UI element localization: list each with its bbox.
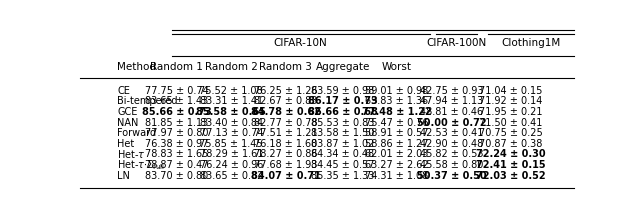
Text: 70.75 ± 0.25: 70.75 ± 0.25 xyxy=(479,128,543,138)
Text: 76.38 ± 0.97: 76.38 ± 0.97 xyxy=(145,139,209,149)
Text: CE: CE xyxy=(117,86,130,96)
Text: 78.27 ± 0.86: 78.27 ± 0.86 xyxy=(254,149,317,159)
Text: Het: Het xyxy=(117,139,134,149)
Text: 75.52 ± 1.08: 75.52 ± 1.08 xyxy=(200,86,263,96)
Text: Bi-tempered: Bi-tempered xyxy=(117,96,178,106)
Text: 71.95 ± 0.21: 71.95 ± 0.21 xyxy=(479,107,542,117)
Text: 77.51 ± 1.21: 77.51 ± 1.21 xyxy=(254,128,317,138)
Text: Aggregate: Aggregate xyxy=(316,63,370,73)
Text: 75.85 ± 1.45: 75.85 ± 1.45 xyxy=(200,139,263,149)
Text: 71.92 ± 0.14: 71.92 ± 0.14 xyxy=(479,96,542,106)
Text: 85.58 ± 0.65: 85.58 ± 0.65 xyxy=(196,107,266,117)
Text: 85.35 ± 1.33: 85.35 ± 1.33 xyxy=(311,171,374,181)
Text: 42.53 ± 0.41: 42.53 ± 0.41 xyxy=(420,128,484,138)
Text: 76.18 ± 1.60: 76.18 ± 1.60 xyxy=(254,139,317,149)
Text: 85.53 ± 0.83: 85.53 ± 0.83 xyxy=(311,118,374,128)
Text: Random 2: Random 2 xyxy=(205,63,258,73)
Text: 83.87 ± 1.02: 83.87 ± 1.02 xyxy=(311,139,374,149)
Text: 72.41 ± 0.15: 72.41 ± 0.15 xyxy=(476,160,545,170)
Text: 69.83 ± 1.36: 69.83 ± 1.36 xyxy=(365,96,428,106)
Text: 77.97 ± 0.80: 77.97 ± 0.80 xyxy=(145,128,209,138)
Text: 42.90 ± 0.48: 42.90 ± 0.48 xyxy=(420,139,484,149)
Text: 83.31 ± 1.41: 83.31 ± 1.41 xyxy=(200,96,263,106)
Text: GCE: GCE xyxy=(117,107,138,117)
Text: 74.31 ± 1.08: 74.31 ± 1.08 xyxy=(365,171,428,181)
Text: 50.00 ± 0.72: 50.00 ± 0.72 xyxy=(417,118,487,128)
Text: Random 1: Random 1 xyxy=(150,63,203,73)
Text: 77.68 ± 1.93: 77.68 ± 1.93 xyxy=(254,160,317,170)
Text: 83.65 ± 1.43: 83.65 ± 1.43 xyxy=(145,96,209,106)
Text: LN: LN xyxy=(117,171,130,181)
Text: 63.27 ± 2.62: 63.27 ± 2.62 xyxy=(365,160,428,170)
Text: 48.81 ± 0.46: 48.81 ± 0.46 xyxy=(420,107,484,117)
Text: 62.01 ± 2.03: 62.01 ± 2.03 xyxy=(365,149,428,159)
Text: Het-$\tau$: Het-$\tau$ xyxy=(117,148,146,160)
Text: 84.34 ± 0.48: 84.34 ± 0.48 xyxy=(311,149,374,159)
Text: CIFAR-10N: CIFAR-10N xyxy=(274,38,328,48)
Text: 50.37 ± 0.50: 50.37 ± 0.50 xyxy=(417,171,487,181)
Text: 84.07 ± 0.71: 84.07 ± 0.71 xyxy=(251,171,321,181)
Text: 84.45 ± 0.57: 84.45 ± 0.57 xyxy=(311,160,374,170)
Text: 58.91 ± 0.57: 58.91 ± 0.57 xyxy=(365,128,428,138)
Text: Method: Method xyxy=(117,63,156,73)
Text: 45.58 ± 0.80: 45.58 ± 0.80 xyxy=(420,160,484,170)
Text: 76.24 ± 0.96: 76.24 ± 0.96 xyxy=(200,160,263,170)
Text: 82.77 ± 0.78: 82.77 ± 0.78 xyxy=(254,118,317,128)
Text: 72.03 ± 0.52: 72.03 ± 0.52 xyxy=(476,171,545,181)
Text: 82.67 ± 0.83: 82.67 ± 0.83 xyxy=(254,96,317,106)
Text: Het-$\tau$$\cdot$$\Sigma_{\rm full}$: Het-$\tau$$\cdot$$\Sigma_{\rm full}$ xyxy=(117,158,165,172)
Text: 86.17 ± 0.73: 86.17 ± 0.73 xyxy=(308,96,378,106)
Text: Worst: Worst xyxy=(381,63,412,73)
Text: 47.94 ± 1.13: 47.94 ± 1.13 xyxy=(420,96,484,106)
Text: 72.24 ± 0.30: 72.24 ± 0.30 xyxy=(476,149,545,159)
Text: 45.82 ± 0.53: 45.82 ± 0.53 xyxy=(420,149,484,159)
Text: 78.87 ± 0.47: 78.87 ± 0.47 xyxy=(145,160,209,170)
Text: NAN: NAN xyxy=(117,118,139,128)
Text: 77.75 ± 0.74: 77.75 ± 0.74 xyxy=(145,86,209,96)
Text: 84.78 ± 0.62: 84.78 ± 0.62 xyxy=(251,107,321,117)
Text: 83.40 ± 0.84: 83.40 ± 0.84 xyxy=(200,118,263,128)
Text: 71.50 ± 0.41: 71.50 ± 0.41 xyxy=(479,118,542,128)
Text: 76.25 ± 1.26: 76.25 ± 1.26 xyxy=(254,86,317,96)
Text: 71.04 ± 0.15: 71.04 ± 0.15 xyxy=(479,86,542,96)
Text: 81.85 ± 1.13: 81.85 ± 1.13 xyxy=(145,118,209,128)
Text: 78.29 ± 1.61: 78.29 ± 1.61 xyxy=(200,149,263,159)
Text: CIFAR-100N: CIFAR-100N xyxy=(426,38,486,48)
Text: 58.86 ± 1.27: 58.86 ± 1.27 xyxy=(365,139,428,149)
Text: 85.66 ± 0.73: 85.66 ± 0.73 xyxy=(142,107,212,117)
Text: 83.65 ± 0.82: 83.65 ± 0.82 xyxy=(200,171,263,181)
Text: 78.83 ± 1.65: 78.83 ± 1.65 xyxy=(145,149,209,159)
Text: 83.70 ± 0.80: 83.70 ± 0.80 xyxy=(145,171,209,181)
Text: 75.47 ± 0.76: 75.47 ± 0.76 xyxy=(365,118,428,128)
Text: 83.58 ± 1.50: 83.58 ± 1.50 xyxy=(311,128,374,138)
Text: 77.48 ± 1.22: 77.48 ± 1.22 xyxy=(362,107,431,117)
Text: 77.13 ± 0.74: 77.13 ± 0.74 xyxy=(200,128,263,138)
Text: 59.01 ± 0.98: 59.01 ± 0.98 xyxy=(365,86,428,96)
Text: 83.59 ± 0.98: 83.59 ± 0.98 xyxy=(311,86,374,96)
Text: Forward: Forward xyxy=(117,128,156,138)
Text: Random 3: Random 3 xyxy=(259,63,312,73)
Text: Clothing1M: Clothing1M xyxy=(501,38,560,48)
Text: 70.87 ± 0.38: 70.87 ± 0.38 xyxy=(479,139,542,149)
Text: 86.66 ± 0.68: 86.66 ± 0.68 xyxy=(308,107,378,117)
Text: 42.75 ± 0.93: 42.75 ± 0.93 xyxy=(420,86,484,96)
